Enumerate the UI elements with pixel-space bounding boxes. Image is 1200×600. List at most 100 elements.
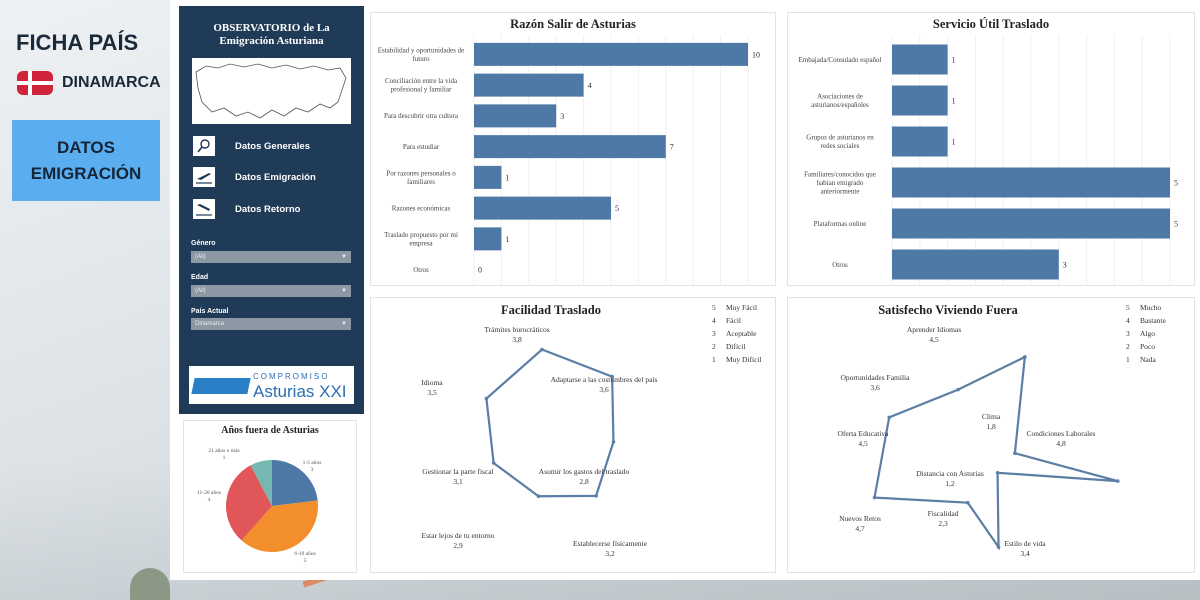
legend-number: 3	[712, 329, 716, 338]
radar-value-label: 3,5	[427, 388, 437, 397]
category-label: Conciliación entre la vida profesional y …	[385, 77, 458, 94]
radar-point	[540, 347, 544, 352]
pie-slice-value: 3	[311, 467, 314, 473]
bar	[474, 104, 557, 128]
nav-label: Datos Emigración	[235, 171, 316, 183]
radar-axis-label: Idioma	[421, 378, 443, 387]
category-label: Embajada/Consulado español	[798, 56, 881, 64]
logo-top-text: COMPROMISO	[253, 372, 330, 381]
plane-departure-icon	[193, 167, 215, 187]
legend-text: Muy Difícil	[726, 355, 762, 364]
radar-value-label: 3,6	[599, 385, 609, 394]
sidebar-title: OBSERVATORIO de La Emigración Asturiana	[179, 22, 364, 48]
bar-value-label: 5	[1174, 220, 1178, 229]
bar	[474, 196, 611, 220]
sidebar-title-line1: OBSERVATORIO de La	[213, 22, 330, 34]
pie-slice	[241, 500, 318, 552]
bar-value-label: 7	[670, 143, 674, 152]
category-label: Grupos de asturianos en redes sociales	[806, 134, 874, 151]
magnifier-map-icon	[193, 136, 215, 156]
pie-slice	[272, 460, 318, 506]
radar-axis-label: Asumir los gastos del traslado	[539, 467, 630, 476]
radar-point	[491, 461, 496, 465]
pie-slice	[226, 465, 272, 541]
bar-chart-razon: Estabilidad y oportunidades de futuro 10Co…	[378, 35, 760, 285]
radar-axis-label: Estar lejos de tu entorno	[422, 531, 495, 540]
country-name: DINAMARCA	[62, 74, 161, 91]
radar-point	[1115, 479, 1120, 483]
pie-slice-label: 21 años o más	[208, 448, 239, 454]
radar-point	[995, 470, 1000, 475]
category-label: Traslado propuesto por mi empresa	[384, 231, 458, 248]
radar-axis-label: Nuevos Retos	[839, 514, 881, 523]
radar-value-label: 3,6	[870, 383, 880, 392]
filter-pais-select[interactable]: Dinamarca ▼	[191, 318, 351, 330]
filter-genero-select[interactable]: (All) ▼	[191, 251, 351, 263]
nav-label: Datos Generales	[235, 140, 310, 152]
category-label: Plataformas online	[814, 220, 867, 228]
logo-bottom-text: Asturias XXI	[253, 382, 347, 401]
legend-text: Mucho	[1140, 303, 1161, 312]
radar-value-label: 3,2	[605, 549, 615, 558]
pie-slice-value: 1	[223, 455, 226, 461]
legend-number: 4	[1126, 316, 1130, 325]
filter-value: (All)	[195, 288, 206, 294]
chart-title: Satisfecho Viviendo Fuera	[878, 303, 1018, 317]
radar-axis-label: Establecerse físicamente	[573, 539, 648, 548]
pie-slice-value: 5	[304, 558, 307, 564]
radar-point	[956, 387, 960, 392]
bar	[892, 167, 1170, 198]
legend-text: Bastante	[1140, 316, 1166, 325]
legend-number: 3	[1126, 329, 1130, 338]
nav-datos-retorno[interactable]: Datos Retorno	[193, 197, 353, 221]
radar-point	[484, 396, 489, 401]
radar-point	[594, 494, 598, 498]
sidebar-title-line2: Emigración Asturiana	[219, 35, 324, 47]
nav-datos-emigracion[interactable]: Datos Emigración	[193, 165, 353, 189]
pie-slice	[250, 460, 272, 506]
pie-slice-label: 1-5 años	[303, 460, 322, 466]
category-label: Estabilidad y oportunidades de futuro	[378, 46, 465, 63]
bar	[474, 73, 584, 97]
radar-axis-label: Distancia con Asturias	[916, 469, 984, 478]
bar	[474, 42, 748, 66]
radar-point	[1013, 451, 1017, 456]
radar-point	[610, 374, 614, 379]
pie-slice-label: 6-10 años	[294, 551, 316, 557]
bar	[892, 249, 1059, 280]
radar-value-label: 4,7	[855, 524, 865, 533]
denmark-flag-icon	[17, 71, 53, 95]
radar-value-label: 4,5	[858, 439, 868, 448]
nav-datos-generales[interactable]: Datos Generales	[193, 134, 353, 158]
bar-value-label: 5	[1174, 179, 1178, 188]
radar-axis-label: Adaptarse a las costumbres del país	[551, 375, 658, 384]
filter-label-genero: Género	[191, 240, 216, 247]
filter-edad-select[interactable]: (All) ▼	[191, 285, 351, 297]
legend-text: Nada	[1140, 355, 1156, 364]
category-label: Para descubrir otra cultura	[384, 112, 459, 120]
filter-label-pais: País Actual	[191, 308, 229, 315]
category-label: Asociaciones de asturianos/españoles	[811, 93, 869, 110]
legend-text: Difícil	[726, 342, 746, 351]
legend-number: 1	[712, 355, 716, 364]
bar	[892, 44, 948, 75]
chart-title: Razón Salir de Asturias	[510, 17, 636, 31]
bar	[892, 126, 948, 157]
radar-value-label: 3,8	[512, 335, 522, 344]
legend-number: 2	[1126, 342, 1130, 351]
radar-value-label: 3,1	[453, 477, 463, 486]
radar-value-label: 4,8	[1056, 439, 1066, 448]
datos-emigracion-button[interactable]: DATOS EMIGRACIÓN	[12, 120, 160, 201]
legend-number: 5	[712, 303, 716, 312]
radar-value-label: 1,2	[945, 479, 955, 488]
background-figure	[130, 568, 170, 600]
panel-satisfecho: Satisfecho Viviendo Fuera Aprender Idiom…	[788, 298, 1194, 572]
legend-number: 4	[712, 316, 716, 325]
bar	[474, 165, 502, 189]
radar-value-label: 2,3	[938, 519, 948, 528]
category-label: Por razones personales o familiares	[386, 169, 456, 186]
radar-axis-label: Clima	[982, 412, 1001, 421]
bar-value-label: 5	[615, 204, 619, 213]
radar-series-line	[873, 355, 1119, 551]
